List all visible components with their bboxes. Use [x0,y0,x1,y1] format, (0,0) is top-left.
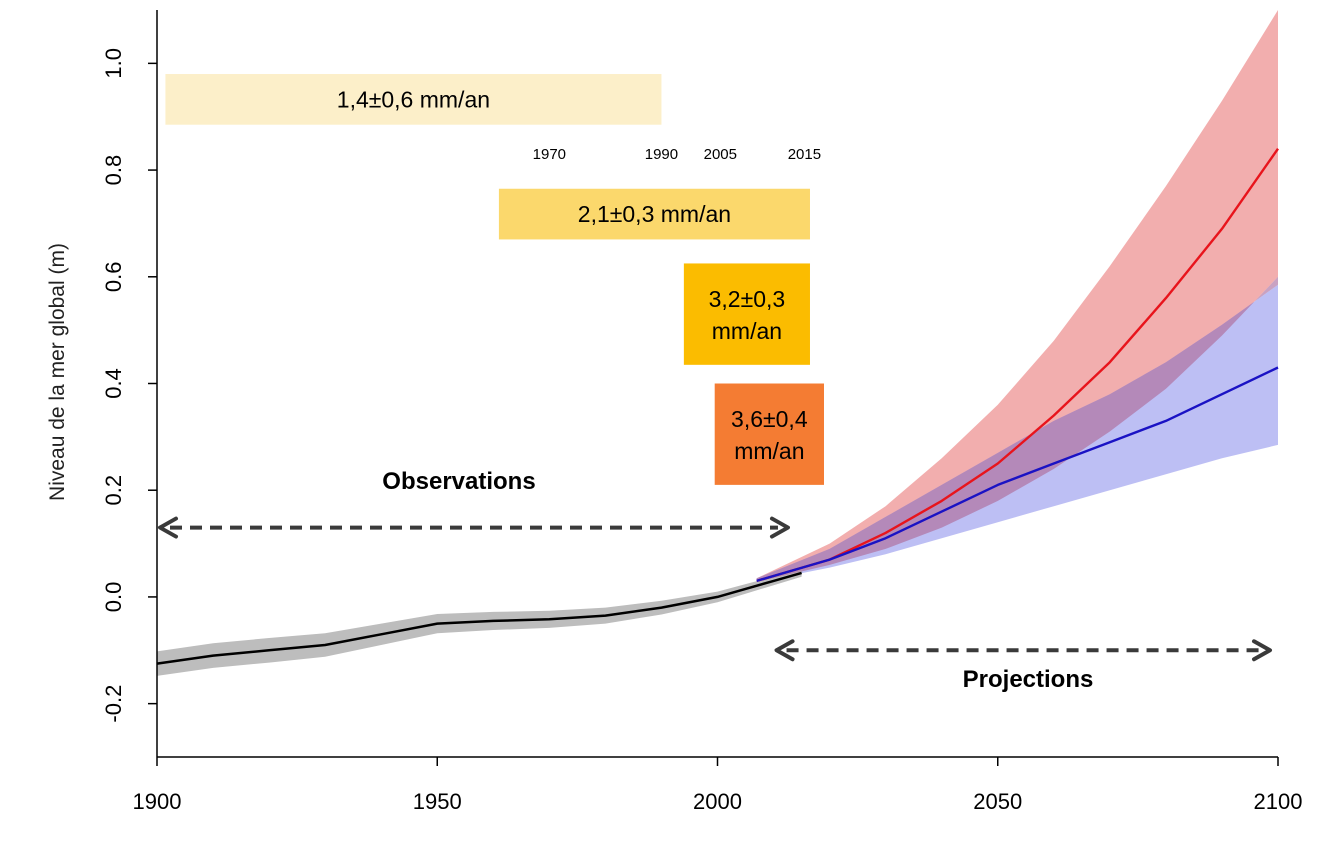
rate-box-label-2: 2,1±0,3 mm/an [578,201,731,227]
plot-axes: -0.2 0.0 0.2 0.4 0.6 0.8 1.0 1900 1950 2000 2050 21… [101,10,1302,814]
y-tick-label: 0.6 [101,261,126,292]
rate-box-label-4: 3,6±0,4 mm/an [731,406,808,464]
rate-box-4 [714,383,824,485]
projection-low-band [756,284,1278,582]
y-tick-label: -0.2 [101,685,126,723]
observations-arrow-head-left [158,516,178,539]
observations-label: Observations [382,468,535,495]
rate-box-2 [498,188,810,240]
projections-arrow-head-right [1252,639,1272,662]
rate-box-3 [683,263,810,365]
rate-box-1 [165,74,662,125]
projections-arrow-head-left [774,639,795,662]
observed-line [156,571,802,665]
rate-box-label-line: 3,6±0,4 [731,406,808,432]
rate-box-label-3: 3,2±0,3 mm/an [709,286,786,344]
x-tick-label: 2000 [693,789,742,814]
rate-box-label-line: mm/an [712,318,782,344]
rate-box-label-line: mm/an [734,438,804,464]
rate-box-label-1: 1,4±0,6 mm/an [337,86,490,112]
rate-boxes: 1,4±0,6 mm/an2,1±0,3 mm/an3,2±0,3 mm/an3,… [165,74,824,485]
year-marker-label: 2005 [704,146,737,163]
y-tick-label: 0.0 [101,582,126,613]
year-marker-label: 2015 [788,146,821,163]
x-tick-label: 1950 [413,789,462,814]
series-lines [156,148,1279,665]
arrows [158,516,1272,662]
observations-arrow-head-right [769,516,790,539]
x-tick-label: 2100 [1254,789,1303,814]
rate-box-label-line: 3,2±0,3 [709,286,786,312]
x-tick-label: 2050 [973,789,1022,814]
year-marker-label: 1970 [533,146,566,163]
y-tick-label: 1.0 [101,48,126,79]
y-tick-label: 0.8 [101,155,126,186]
projections-label: Projections [963,666,1094,693]
projection-high-line [756,148,1279,583]
year-marker-label: 1990 [645,146,678,163]
projection-low-line [756,366,1279,583]
y-tick-label: 0.4 [101,368,126,399]
y-axis-label: Niveau de la mer global (m) [46,243,69,501]
x-tick-label: 1900 [133,789,182,814]
y-tick-label: 0.2 [101,475,126,506]
